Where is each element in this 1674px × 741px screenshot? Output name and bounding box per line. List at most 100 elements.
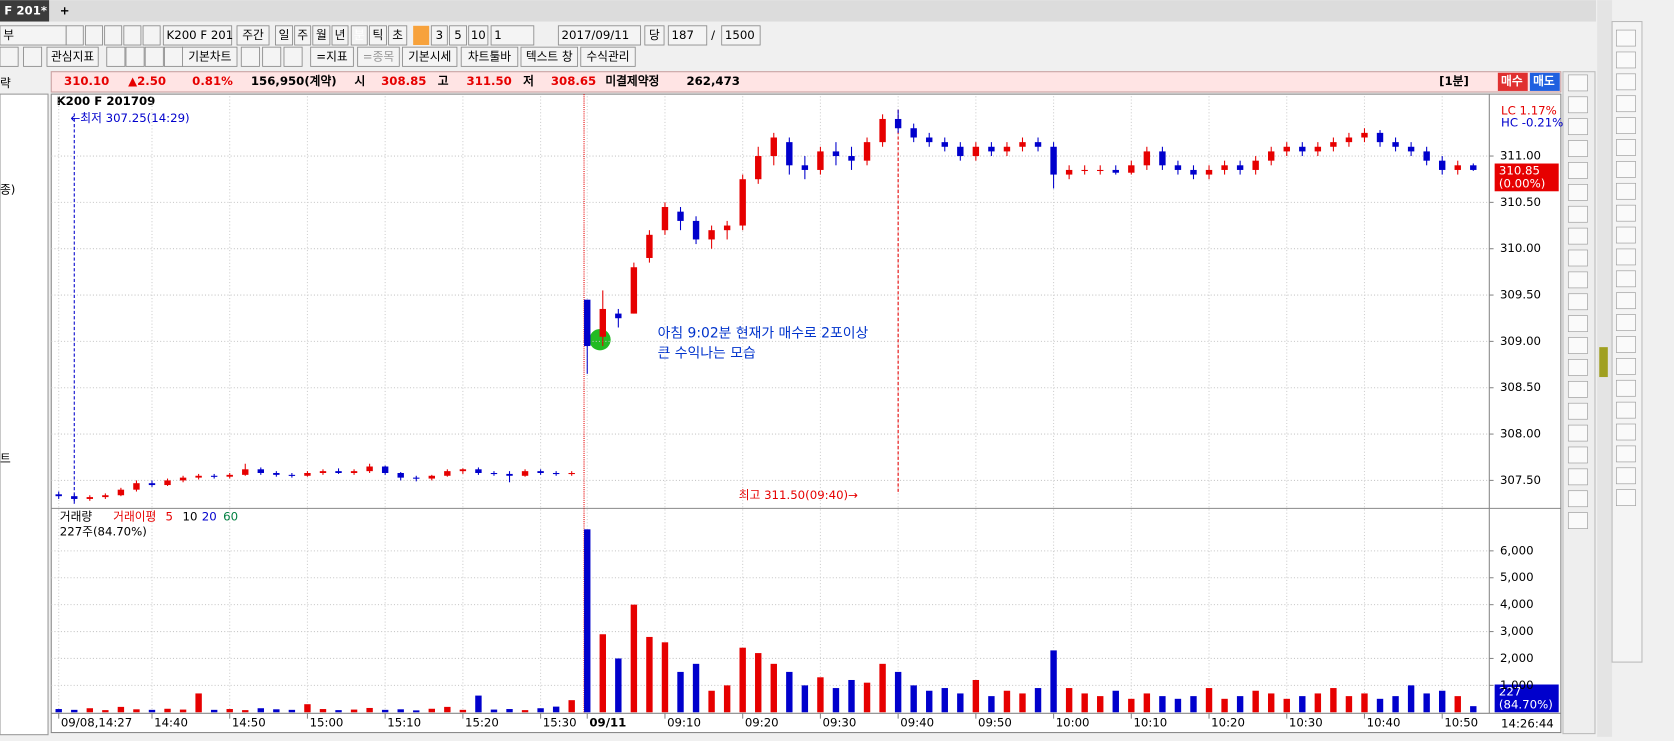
tool-icon[interactable] — [1567, 293, 1588, 311]
candle-body — [1003, 146, 1011, 152]
tool-icon[interactable] — [1616, 467, 1636, 485]
sell-button[interactable] — [1529, 72, 1560, 91]
tool-icon[interactable] — [1567, 74, 1588, 92]
toolbar-icon[interactable] — [123, 25, 142, 46]
toolbar-button[interactable] — [350, 25, 368, 46]
tool-icon[interactable] — [1616, 117, 1636, 134]
toolbar-icon[interactable] — [142, 25, 161, 46]
tool-icon[interactable] — [1616, 401, 1636, 419]
candle-body — [1423, 151, 1430, 161]
tool-icon[interactable] — [1567, 205, 1588, 223]
tool-icon[interactable] — [1616, 139, 1636, 156]
y-tick-label: 2,000 — [1500, 651, 1534, 665]
toolbar-icon[interactable] — [125, 46, 145, 67]
toolbar-button[interactable] — [236, 25, 270, 46]
toolbar-button[interactable] — [520, 46, 578, 67]
toolbar-icon[interactable] — [144, 46, 164, 67]
tool-icon[interactable] — [1616, 314, 1636, 331]
toolbar-icon[interactable] — [104, 25, 123, 46]
tool-icon[interactable] — [1567, 96, 1588, 114]
tool-icon[interactable] — [1616, 95, 1636, 113]
toolbar-button[interactable] — [468, 25, 489, 46]
tool-icon[interactable] — [1616, 358, 1636, 375]
toolbar-button[interactable] — [310, 46, 354, 67]
tab[interactable] — [0, 0, 50, 22]
tool-icon[interactable] — [1567, 468, 1588, 486]
tool-icon[interactable] — [1567, 227, 1588, 245]
tool-icon[interactable] — [1616, 204, 1636, 222]
tool-icon[interactable] — [1616, 226, 1636, 244]
toolbar-button[interactable] — [557, 25, 641, 46]
y-tick-label: 310.50 — [1500, 195, 1541, 209]
toolbar-button[interactable] — [275, 25, 293, 46]
tool-icon[interactable] — [1567, 490, 1588, 508]
tool-icon[interactable] — [1616, 336, 1636, 353]
tool-icon[interactable] — [1567, 446, 1588, 464]
toolbar-button[interactable] — [580, 46, 636, 67]
toolbar-button[interactable] — [357, 46, 400, 67]
toolbar-icon[interactable] — [240, 46, 260, 67]
toolbar-button[interactable] — [294, 25, 312, 46]
tool-icon[interactable] — [1567, 512, 1588, 529]
tool-icon[interactable] — [1567, 315, 1588, 332]
tool-icon[interactable] — [1567, 337, 1588, 354]
tool-icon[interactable] — [1616, 182, 1636, 200]
toolbar-button[interactable] — [331, 25, 349, 46]
toolbar-button[interactable] — [644, 25, 665, 46]
toolbar-button[interactable] — [368, 25, 387, 46]
toolbar-icon[interactable] — [262, 46, 282, 67]
toolbar-button[interactable] — [46, 46, 99, 67]
tool-icon[interactable] — [1616, 445, 1636, 463]
tool-icon[interactable] — [1567, 118, 1588, 136]
tool-icon[interactable] — [1616, 29, 1636, 47]
tool-icon[interactable] — [1616, 73, 1636, 91]
volume-bar — [444, 706, 451, 713]
tool-icon[interactable] — [1567, 271, 1588, 289]
volume-bar — [723, 685, 731, 713]
x-tick-label: 15:10 — [387, 715, 421, 729]
tab-add[interactable]: + — [60, 3, 70, 17]
scroll-thumb[interactable] — [1599, 347, 1608, 378]
tool-icon[interactable] — [1567, 380, 1588, 398]
buy-button[interactable] — [1497, 72, 1528, 91]
tool-icon[interactable] — [1616, 379, 1636, 397]
tool-icon[interactable] — [1616, 489, 1636, 507]
toolbar-button[interactable] — [490, 25, 535, 46]
tool-icon[interactable] — [1567, 162, 1588, 179]
tool-icon[interactable] — [1616, 292, 1636, 310]
tool-icon[interactable] — [1567, 140, 1588, 157]
toolbar-icon[interactable] — [413, 25, 430, 46]
candle-body — [1252, 160, 1259, 170]
toolbar-button[interactable] — [460, 46, 519, 67]
tool-icon[interactable] — [1616, 248, 1636, 266]
tool-icon[interactable] — [1567, 359, 1588, 376]
tool-icon[interactable] — [1616, 161, 1636, 178]
candle-body — [599, 308, 606, 337]
toolbar-icon[interactable] — [283, 46, 303, 67]
tool-icon[interactable] — [1567, 424, 1588, 442]
volume-bar — [490, 709, 498, 713]
toolbar-icon[interactable] — [84, 25, 103, 46]
tool-icon[interactable] — [1616, 51, 1636, 69]
volume-bar — [708, 690, 715, 713]
toolbar-button[interactable] — [430, 25, 448, 46]
toolbar-button[interactable] — [312, 25, 331, 46]
candle-body — [957, 146, 964, 157]
tool-icon[interactable] — [1616, 270, 1636, 288]
toolbar-button[interactable] — [721, 25, 761, 46]
toolbar-icon[interactable] — [0, 46, 19, 67]
toolbar-button[interactable] — [388, 25, 408, 46]
toolbar-icon[interactable] — [163, 46, 183, 67]
tool-icon[interactable] — [1567, 184, 1588, 201]
toolbar-button[interactable] — [449, 25, 467, 46]
toolbar-button[interactable] — [162, 25, 233, 46]
tool-icon[interactable] — [1567, 249, 1588, 267]
toolbar-icon[interactable] — [106, 46, 126, 67]
toolbar-button[interactable] — [667, 25, 708, 46]
toolbar-icon[interactable] — [65, 25, 84, 46]
toolbar-icon[interactable] — [23, 46, 43, 67]
toolbar-button[interactable] — [402, 46, 458, 67]
tool-icon[interactable] — [1616, 423, 1636, 441]
info-open: 308.85 — [381, 74, 426, 88]
tool-icon[interactable] — [1567, 402, 1588, 420]
